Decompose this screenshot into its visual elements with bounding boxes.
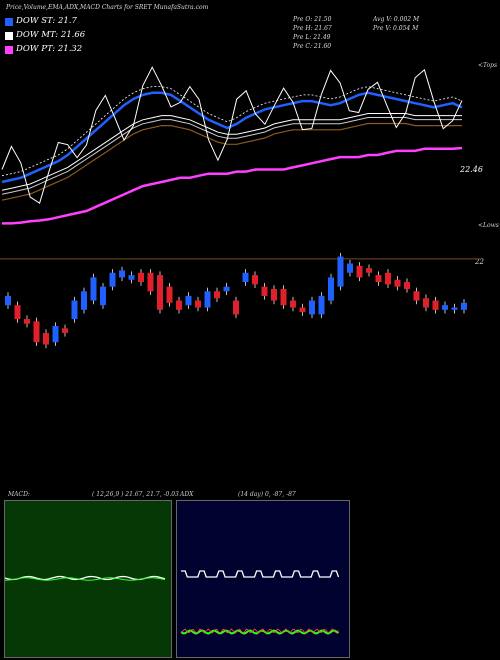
ema-mid-line (1, 113, 462, 191)
dow-pt-swatch (5, 46, 13, 54)
candle-body (356, 265, 363, 278)
candle-body (413, 291, 420, 301)
dow-pt-label: DOW PT: 21.32 (16, 44, 83, 54)
pre-low: Pre L: 21.49 (293, 34, 331, 41)
candle-body (404, 282, 410, 289)
pre-open: Pre O: 21.50 (293, 16, 332, 23)
adx-lines (180, 570, 340, 635)
adx-line (181, 570, 340, 578)
candle-body (394, 279, 401, 287)
candle-body (423, 298, 429, 308)
ema-short-line (1, 91, 463, 184)
candle-body (252, 275, 258, 285)
chart-title: Price,Volume,EMA,ADX,MACD Charts for SRE… (6, 4, 209, 11)
di-minus-line (180, 628, 339, 634)
dow-st-swatch (5, 18, 13, 26)
dow-st-label: DOW ST: 21.7 (16, 16, 77, 26)
candle-body (176, 300, 182, 310)
candle-body (166, 286, 173, 303)
candle-body (62, 328, 68, 333)
candle-body (214, 291, 220, 299)
candle-body (233, 300, 239, 315)
candle-body (375, 275, 382, 283)
macd-signal-line (5, 577, 166, 581)
candle-body (318, 295, 325, 315)
candle-body (451, 307, 458, 310)
candle-body (33, 321, 40, 343)
price-tag: 22.46 (460, 165, 483, 174)
candle-body (138, 272, 144, 283)
price-chart (0, 66, 480, 349)
candle-body (24, 319, 30, 324)
candle-body (309, 300, 315, 315)
candle-body (432, 300, 439, 310)
candle-body (223, 286, 230, 292)
candle-body (128, 275, 135, 280)
candle-body (71, 300, 78, 320)
candle-body (337, 256, 344, 287)
candle-body (109, 272, 116, 287)
macd-label: MACD: (8, 491, 30, 498)
candle-body (299, 307, 306, 313)
candle-body (328, 277, 334, 301)
candle-body (52, 326, 59, 343)
macd-lines (5, 575, 166, 581)
candle-body (119, 270, 125, 278)
adx-params: (14 day) 0, -87, -87 (238, 491, 296, 498)
ema-mid-line-2 (1, 117, 462, 195)
candle-body (366, 268, 372, 273)
candle-body (261, 286, 268, 296)
price-line (1, 66, 463, 204)
candle-body (242, 272, 249, 283)
pre-close: Pre C: 21.60 (293, 43, 332, 50)
candle-body (290, 300, 296, 308)
adx-panel (176, 500, 350, 658)
level-tag: 22 (475, 258, 484, 266)
candle-body (147, 272, 154, 292)
avg-volume: Avg V: 0.002 M (373, 16, 420, 23)
candle-body (442, 305, 448, 310)
candle-body (14, 305, 21, 320)
candle-body (90, 277, 97, 301)
dow-mt-swatch (5, 32, 13, 40)
pre-volume: Pre V: 0.054 M (373, 25, 419, 32)
lows-label: <Lows (478, 222, 499, 229)
pre-high: Pre H: 21.67 (293, 25, 332, 32)
tops-label: <Tops (478, 62, 498, 69)
candle-body (185, 295, 192, 306)
adx-label: ADX (180, 491, 194, 498)
dow-mt-label: DOW MT: 21.66 (16, 30, 86, 40)
candle-body (385, 272, 391, 285)
ema-pt-line (2, 146, 463, 225)
candle-body (347, 263, 353, 273)
macd-panel (4, 500, 172, 658)
macd-params: ( 12,26,9 ) 21.67, 21.7, -0.03 (92, 491, 179, 498)
candle-body (5, 295, 11, 306)
ema-long-line (1, 122, 462, 201)
candle-body (280, 288, 287, 306)
candle-body (271, 288, 277, 301)
ema-dotted-line (1, 86, 463, 177)
candle-body (461, 302, 467, 310)
candle-body (81, 291, 87, 310)
candle-body (204, 291, 211, 308)
candle-body (43, 332, 49, 345)
candle-body (100, 286, 106, 306)
candle-body (157, 275, 163, 310)
candle-body (195, 300, 201, 308)
